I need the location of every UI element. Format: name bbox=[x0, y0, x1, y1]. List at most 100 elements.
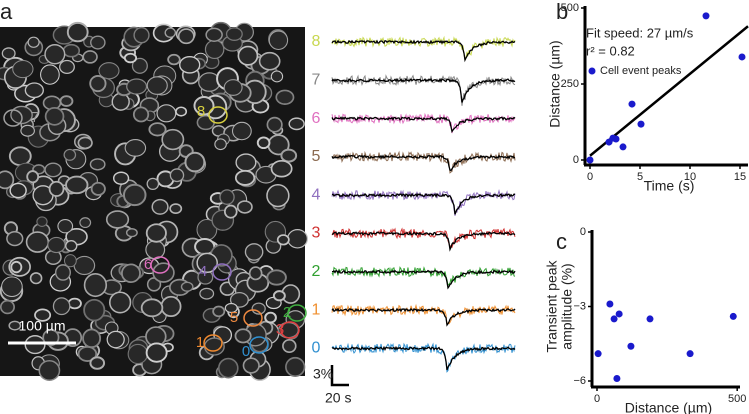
data-point bbox=[627, 342, 635, 350]
roi-label: 5 bbox=[230, 309, 238, 326]
cell bbox=[177, 28, 195, 45]
cell bbox=[63, 148, 77, 161]
cell bbox=[10, 260, 23, 274]
cell bbox=[214, 138, 227, 151]
cell bbox=[180, 281, 194, 292]
cell bbox=[24, 82, 44, 99]
x-tick-label: 5 bbox=[637, 171, 643, 183]
cell bbox=[235, 153, 257, 172]
trace-filtered bbox=[331, 154, 516, 172]
cell bbox=[90, 35, 106, 50]
y-tick-label: 250 bbox=[561, 78, 579, 90]
cell bbox=[8, 320, 22, 331]
y-tick-label: −6 bbox=[573, 375, 586, 387]
roi-label: 6 bbox=[144, 256, 152, 273]
trace-raw bbox=[331, 266, 516, 287]
cell bbox=[251, 302, 266, 315]
data-point bbox=[606, 300, 614, 308]
x-tick-label: 0 bbox=[594, 393, 600, 405]
trace-label: 2 bbox=[312, 263, 321, 280]
roi bbox=[208, 106, 228, 124]
cell bbox=[244, 243, 264, 261]
cell bbox=[1, 47, 16, 60]
trace-filtered bbox=[331, 116, 516, 133]
cell bbox=[148, 122, 167, 137]
cell bbox=[90, 181, 106, 196]
cell bbox=[126, 78, 148, 95]
cell bbox=[229, 292, 249, 308]
panel-label: a bbox=[0, 0, 13, 24]
cell bbox=[34, 308, 52, 322]
cell bbox=[160, 295, 182, 318]
cell bbox=[145, 223, 167, 243]
cell bbox=[26, 170, 40, 184]
cell bbox=[288, 117, 305, 131]
y-axis-label: amplitude (%) bbox=[559, 263, 575, 349]
cell bbox=[73, 255, 96, 276]
cell bbox=[167, 53, 181, 66]
cell bbox=[285, 356, 306, 377]
cell bbox=[8, 146, 32, 167]
cell bbox=[133, 26, 150, 44]
cell bbox=[38, 359, 61, 381]
cell bbox=[77, 136, 93, 150]
cell bbox=[57, 218, 74, 234]
cell bbox=[169, 203, 183, 215]
panel-label: c bbox=[556, 229, 567, 254]
roi bbox=[243, 309, 263, 327]
cell bbox=[131, 57, 148, 74]
roi bbox=[212, 263, 232, 281]
x-axis-label: Time (s) bbox=[644, 178, 695, 194]
cell bbox=[1, 276, 23, 297]
cell bbox=[276, 234, 290, 246]
cell bbox=[127, 343, 148, 365]
data-point bbox=[619, 143, 627, 151]
cell bbox=[59, 95, 74, 107]
cell bbox=[179, 56, 201, 74]
cell bbox=[52, 297, 71, 316]
roi bbox=[203, 334, 223, 352]
cell bbox=[29, 272, 43, 285]
legend-label: Cell event peaks bbox=[600, 65, 682, 77]
cell bbox=[234, 328, 252, 344]
cell bbox=[66, 21, 89, 43]
trace-filtered bbox=[331, 269, 516, 290]
data-point bbox=[738, 53, 746, 61]
cell bbox=[59, 59, 75, 75]
y-axis-label: Transient peak bbox=[544, 259, 560, 352]
cell bbox=[224, 302, 238, 314]
cell bbox=[212, 305, 226, 318]
cell bbox=[219, 189, 235, 205]
cell bbox=[242, 357, 260, 374]
cell bbox=[62, 43, 81, 58]
cell bbox=[225, 27, 243, 41]
cell bbox=[218, 357, 239, 379]
cell bbox=[272, 290, 286, 302]
fit-line bbox=[589, 25, 749, 157]
scale-label: 20 s bbox=[325, 390, 351, 406]
cell bbox=[48, 180, 65, 197]
legend-marker bbox=[588, 67, 596, 75]
cell bbox=[79, 217, 92, 229]
cell bbox=[89, 74, 107, 93]
cell bbox=[275, 89, 295, 105]
cell bbox=[193, 95, 215, 116]
annotation: Fit speed: 27 µm/s bbox=[586, 25, 694, 40]
cell bbox=[287, 229, 308, 249]
scale-bar-label: 100 µm bbox=[19, 318, 66, 334]
cell bbox=[83, 273, 108, 298]
y-tick-label: 0 bbox=[573, 154, 579, 166]
data-point bbox=[686, 350, 694, 358]
cell bbox=[122, 183, 147, 207]
cell bbox=[184, 151, 206, 173]
roi-label: 0 bbox=[242, 343, 250, 360]
cell bbox=[132, 106, 150, 123]
cell bbox=[63, 254, 77, 268]
cell bbox=[270, 159, 293, 178]
trace-filtered bbox=[331, 230, 516, 252]
roi bbox=[287, 304, 307, 322]
data-point bbox=[628, 100, 636, 108]
data-point bbox=[613, 375, 621, 383]
cell bbox=[54, 264, 71, 281]
cell bbox=[47, 236, 66, 254]
